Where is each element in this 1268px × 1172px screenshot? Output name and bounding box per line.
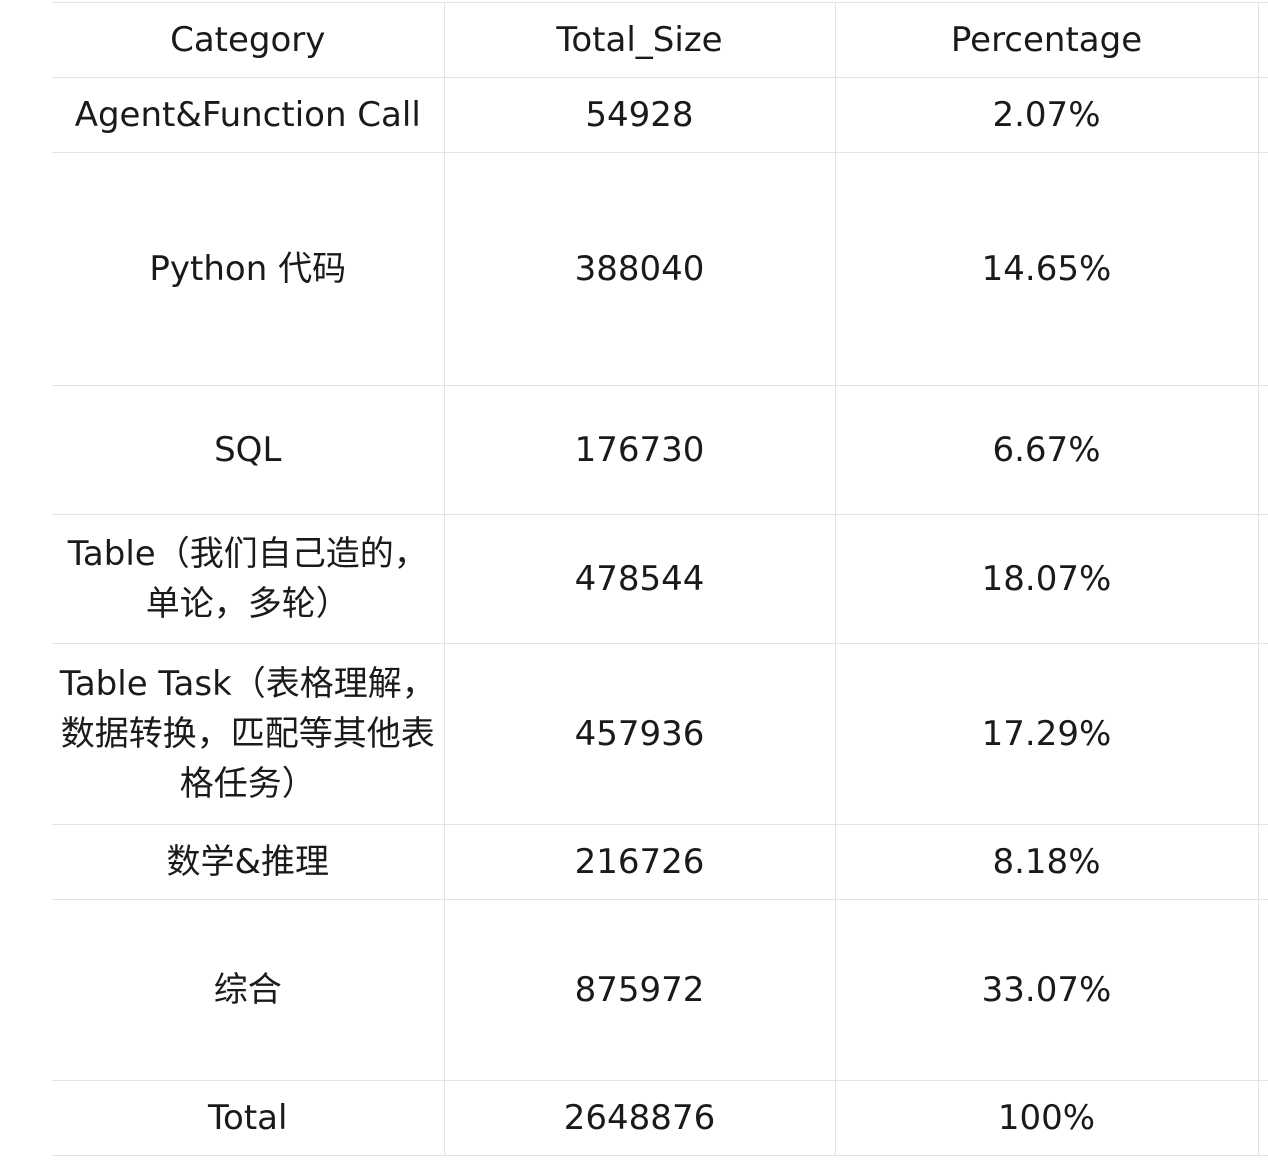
cell-total-size: 875972	[443, 899, 836, 1081]
cell-percentage: 8.18%	[834, 824, 1259, 900]
table-row: 数学&推理 216726 8.18%	[52, 824, 1268, 900]
cell-empty	[1257, 385, 1268, 515]
cell-percentage: 33.07%	[834, 899, 1259, 1081]
header-cell-category: Category	[52, 2, 445, 78]
cell-category: Total	[52, 1080, 445, 1156]
cell-empty	[1257, 77, 1268, 153]
table-row: Python 代码 388040 14.65%	[52, 152, 1268, 386]
cell-total-size: 388040	[443, 152, 836, 386]
cell-percentage: 100%	[834, 1080, 1259, 1156]
cell-category: Python 代码	[52, 152, 445, 386]
table-row: SQL 176730 6.67%	[52, 385, 1268, 515]
cell-category: Table Task（表格理解，数据转换，匹配等其他表格任务）	[52, 643, 445, 825]
table-row: 综合 875972 33.07%	[52, 899, 1268, 1081]
cell-empty	[1257, 899, 1268, 1081]
table-row: Agent&Function Call 54928 2.07%	[52, 77, 1268, 153]
cell-percentage: 18.07%	[834, 514, 1259, 644]
header-row: Category Total_Size Percentage	[52, 2, 1268, 78]
cell-percentage: 6.67%	[834, 385, 1259, 515]
cell-empty	[1257, 1080, 1268, 1156]
cell-empty	[1257, 152, 1268, 386]
cell-percentage: 14.65%	[834, 152, 1259, 386]
cell-total-size: 478544	[443, 514, 836, 644]
cell-total-size: 457936	[443, 643, 836, 825]
header-cell-percentage: Percentage	[834, 2, 1259, 78]
total-row: Total 2648876 100%	[52, 1080, 1268, 1156]
data-table: Category Total_Size Percentage Agent&Fun…	[52, 2, 1268, 1156]
cell-total-size: 2648876	[443, 1080, 836, 1156]
cell-empty	[1257, 514, 1268, 644]
cell-category: Agent&Function Call	[52, 77, 445, 153]
data-table-container: Category Total_Size Percentage Agent&Fun…	[52, 2, 1268, 1156]
header-cell-empty	[1257, 2, 1268, 78]
table-row: Table Task（表格理解，数据转换，匹配等其他表格任务） 457936 1…	[52, 643, 1268, 825]
header-cell-total-size: Total_Size	[443, 2, 836, 78]
cell-empty	[1257, 643, 1268, 825]
cell-empty	[1257, 824, 1268, 900]
cell-percentage: 17.29%	[834, 643, 1259, 825]
cell-category: 数学&推理	[52, 824, 445, 900]
cell-category: Table（我们自己造的，单论，多轮）	[52, 514, 445, 644]
cell-total-size: 176730	[443, 385, 836, 515]
cell-total-size: 216726	[443, 824, 836, 900]
cell-category: SQL	[52, 385, 445, 515]
cell-total-size: 54928	[443, 77, 836, 153]
cell-category: 综合	[52, 899, 445, 1081]
cell-percentage: 2.07%	[834, 77, 1259, 153]
table-row: Table（我们自己造的，单论，多轮） 478544 18.07%	[52, 514, 1268, 644]
